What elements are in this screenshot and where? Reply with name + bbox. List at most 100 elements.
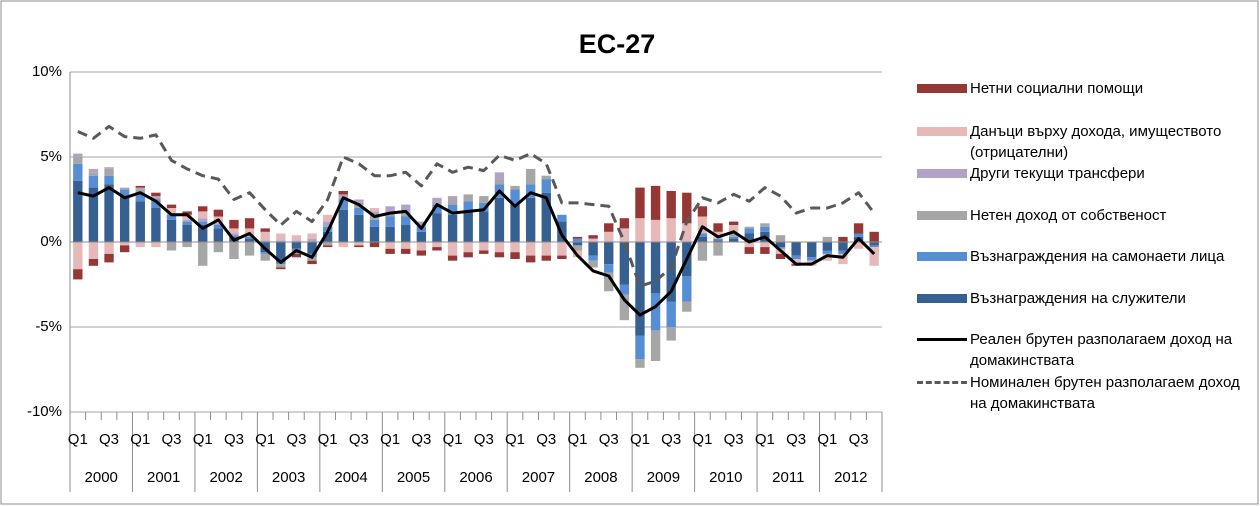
bar-segment	[807, 257, 817, 261]
bar-segment	[775, 242, 786, 248]
bar-segment	[760, 242, 770, 248]
bar-segment	[666, 301, 676, 327]
bar-segment	[73, 157, 83, 164]
x-tick-label: Q1	[318, 431, 338, 448]
bar-segment	[73, 163, 83, 181]
bar-segment	[73, 242, 83, 270]
bar-segment	[88, 259, 99, 266]
bar-segment	[853, 242, 864, 249]
bar-segment	[354, 208, 364, 215]
bar-segment	[604, 231, 614, 242]
legend-swatch	[917, 169, 967, 178]
legend-label: Нетен доход от собственост	[970, 207, 1167, 224]
x-tick-label: Q3	[849, 431, 869, 448]
bar-segment	[73, 180, 83, 242]
bar-segment	[713, 242, 723, 256]
bar-segment	[447, 214, 458, 242]
bar-segment	[307, 233, 317, 239]
x-tick-label: Q1	[630, 431, 650, 448]
bar-segment	[588, 260, 598, 268]
bar-segment	[447, 255, 458, 261]
line	[77, 124, 876, 288]
bar-segment	[604, 264, 614, 273]
x-tick-label: Q1	[817, 431, 837, 448]
bar-segment	[650, 293, 661, 331]
bar-segment	[151, 197, 161, 200]
bar-segment	[182, 242, 192, 248]
bar-segment	[401, 225, 411, 242]
bar-segment	[525, 184, 536, 198]
bar-segment	[198, 225, 208, 242]
bar-segment	[416, 231, 427, 242]
bar-segment	[510, 185, 520, 190]
x-tick-label: Q1	[68, 431, 88, 448]
bar-segment	[135, 242, 145, 248]
bar-segment	[322, 231, 333, 242]
legend-swatch	[917, 84, 967, 93]
bar-segment	[479, 242, 489, 251]
bar-segment	[728, 238, 739, 242]
x-tick-label: Q3	[661, 431, 681, 448]
bar-segment	[385, 213, 395, 217]
bar-segment	[635, 242, 645, 336]
bar-segment	[697, 216, 708, 234]
bar-segment	[276, 240, 286, 242]
bar-segment	[88, 175, 99, 188]
bar-segment	[494, 179, 505, 185]
bar-segment	[244, 242, 255, 256]
x-tick-label: Q3	[349, 431, 369, 448]
bar-segment	[322, 221, 333, 227]
bar-segment	[463, 242, 473, 253]
bar-segment	[838, 242, 848, 251]
bar-segment	[104, 184, 114, 242]
bar-segment	[135, 201, 145, 242]
bar-segment	[276, 233, 286, 241]
bar-segment	[291, 242, 302, 249]
bar-segment	[557, 242, 567, 256]
bar-segment	[447, 242, 458, 256]
bar-segment	[260, 231, 270, 241]
bar-segment	[822, 236, 833, 242]
line	[77, 186, 876, 317]
bar-segment	[322, 242, 333, 246]
bar-segment	[307, 242, 317, 254]
bar-segment	[838, 253, 848, 265]
bar-segment	[338, 242, 348, 248]
bar-segment	[244, 235, 255, 237]
legend-label: Номинален брутен разполагаем доход на до…	[970, 374, 1240, 412]
bar-segment	[463, 211, 473, 242]
bar-segment	[650, 242, 661, 293]
bar-segment	[447, 199, 458, 205]
bar-segment	[588, 235, 598, 239]
bar-segment	[494, 197, 505, 242]
bar-segment	[276, 267, 286, 270]
bar-segment	[322, 214, 333, 222]
bar-segment	[104, 167, 114, 169]
bar-segment	[744, 247, 754, 254]
bar-segment	[354, 245, 364, 248]
bar-segment	[869, 242, 879, 246]
bar-segment	[728, 233, 739, 237]
bar-segment	[401, 216, 411, 225]
bar-segment	[807, 242, 817, 258]
bar-segment	[322, 245, 333, 248]
bar-segment	[338, 209, 348, 242]
year-label: 2007	[522, 469, 555, 486]
bar-segment	[775, 253, 786, 259]
x-tick-label: Q3	[474, 431, 494, 448]
bar-segment	[88, 168, 99, 173]
bar-segment	[260, 228, 270, 232]
bar-segment	[276, 264, 286, 268]
bar-segment	[791, 255, 801, 259]
x-tick-label: Q3	[286, 431, 306, 448]
bar-segment	[744, 228, 754, 234]
x-tick-label: Q1	[567, 431, 587, 448]
bar-segment	[479, 202, 489, 212]
bar-segment	[213, 242, 224, 253]
bar-segment	[728, 236, 739, 239]
bar-segment	[650, 219, 661, 242]
x-tick-label: Q3	[536, 431, 556, 448]
bar-segment	[682, 192, 692, 224]
